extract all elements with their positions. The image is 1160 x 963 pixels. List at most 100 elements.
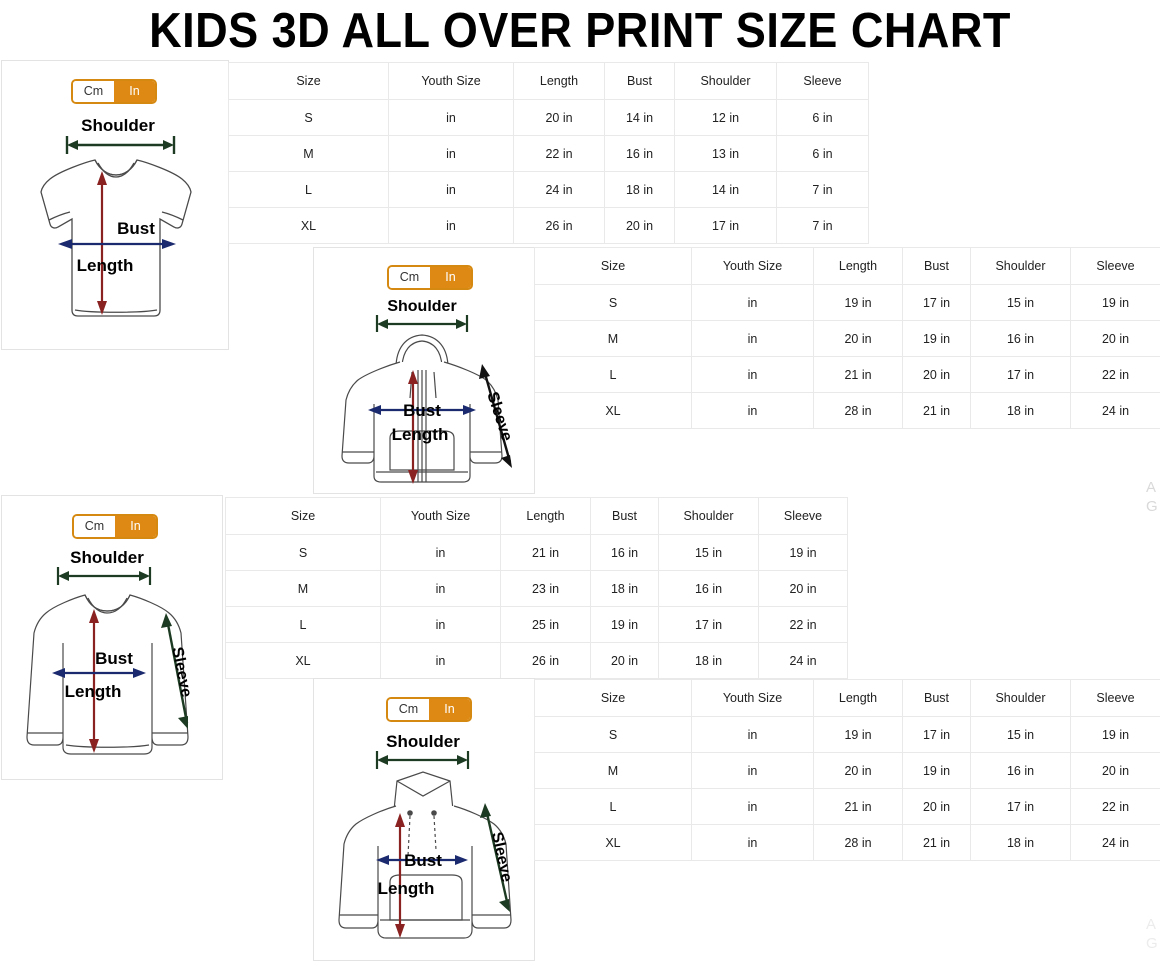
- unit-option-cm[interactable]: Cm: [388, 699, 429, 720]
- cell-youth-size: in: [388, 171, 514, 208]
- cell-bust: 17 in: [902, 716, 971, 753]
- unit-toggle-pullover-hoodie[interactable]: Cm In: [386, 697, 472, 722]
- table-row: L in 24 in 18 in 14 in 7 in: [228, 171, 869, 208]
- label-shoulder: Shoulder: [387, 300, 456, 315]
- cell-shoulder: 17 in: [674, 207, 777, 244]
- cell-shoulder: 15 in: [970, 716, 1071, 753]
- column-header-bust: Bust: [590, 497, 659, 535]
- column-header-size: Size: [534, 679, 692, 717]
- cell-youth-size: in: [691, 788, 814, 825]
- unit-option-cm[interactable]: Cm: [389, 267, 430, 288]
- cell-youth-size: in: [380, 534, 501, 571]
- table-row: S in 20 in 14 in 12 in 6 in: [228, 99, 869, 136]
- cell-shoulder: 12 in: [674, 99, 777, 136]
- cell-length: 25 in: [500, 606, 591, 643]
- table-row: M in 20 in 19 in 16 in 20 in: [534, 320, 1160, 357]
- cell-length: 20 in: [513, 99, 605, 136]
- cell-sleeve: 7 in: [776, 171, 869, 208]
- table-row: M in 20 in 19 in 16 in 20 in: [534, 752, 1160, 789]
- diagram-panel-zip-hoodie: Cm In: [313, 247, 535, 494]
- cell-length: 21 in: [500, 534, 591, 571]
- cell-sleeve: 19 in: [758, 534, 848, 571]
- column-header-bust: Bust: [902, 247, 971, 285]
- unit-option-in[interactable]: In: [430, 267, 471, 288]
- size-table-zip-hoodie: Size Youth Size Length Bust Shoulder Sle…: [534, 247, 1160, 429]
- long-sleeve-diagram: Shoulder Bust Length Sleeve: [26, 551, 195, 755]
- cell-length: 26 in: [500, 642, 591, 679]
- cell-length: 22 in: [513, 135, 605, 172]
- unit-toggle-zip-hoodie[interactable]: Cm In: [387, 265, 473, 290]
- label-shoulder: Shoulder: [81, 116, 155, 135]
- cell-bust: 20 in: [902, 356, 971, 393]
- cell-size: XL: [228, 207, 389, 244]
- table-row: L in 21 in 20 in 17 in 22 in: [534, 788, 1160, 825]
- watermark-fragment-top: A G: [1146, 478, 1158, 516]
- cell-size: XL: [225, 642, 381, 679]
- unit-toggle-t-shirt[interactable]: Cm In: [71, 79, 157, 104]
- cell-youth-size: in: [388, 207, 514, 244]
- label-bust: Bust: [404, 851, 442, 870]
- table-row: S in 21 in 16 in 15 in 19 in: [225, 534, 848, 571]
- diagram-panel-t-shirt: Cm In Shoulder Bust Lengt: [1, 60, 229, 350]
- cell-sleeve: 24 in: [1070, 824, 1160, 861]
- unit-option-cm[interactable]: Cm: [74, 516, 115, 537]
- unit-option-cm[interactable]: Cm: [73, 81, 114, 102]
- unit-option-in[interactable]: In: [115, 516, 156, 537]
- cell-size: S: [534, 284, 692, 321]
- cell-size: S: [225, 534, 381, 571]
- table-row: XL in 26 in 20 in 17 in 7 in: [228, 207, 869, 244]
- table-header-row: Size Youth Size Length Bust Shoulder Sle…: [534, 679, 1160, 717]
- t-shirt-diagram: Shoulder Bust Length: [40, 116, 192, 317]
- cell-shoulder: 17 in: [970, 356, 1071, 393]
- label-shoulder: Shoulder: [386, 734, 460, 751]
- column-header-shoulder: Shoulder: [970, 247, 1071, 285]
- cell-sleeve: 7 in: [776, 207, 869, 244]
- cell-sleeve: 19 in: [1070, 716, 1160, 753]
- cell-size: M: [228, 135, 389, 172]
- cell-length: 26 in: [513, 207, 605, 244]
- cell-shoulder: 15 in: [658, 534, 759, 571]
- column-header-bust: Bust: [604, 62, 675, 100]
- label-length: Length: [77, 256, 134, 275]
- column-header-sleeve: Sleeve: [1070, 679, 1160, 717]
- cell-youth-size: in: [691, 284, 814, 321]
- cell-sleeve: 20 in: [758, 570, 848, 607]
- column-header-shoulder: Shoulder: [658, 497, 759, 535]
- unit-option-in[interactable]: In: [114, 81, 155, 102]
- cell-length: 20 in: [813, 752, 903, 789]
- cell-youth-size: in: [691, 752, 814, 789]
- cell-length: 21 in: [813, 356, 903, 393]
- cell-bust: 19 in: [590, 606, 659, 643]
- unit-toggle-long-sleeve[interactable]: Cm In: [72, 514, 158, 539]
- column-header-length: Length: [813, 679, 903, 717]
- cell-sleeve: 6 in: [776, 135, 869, 172]
- cell-sleeve: 22 in: [1070, 356, 1160, 393]
- label-length: Length: [392, 425, 449, 444]
- cell-youth-size: in: [691, 320, 814, 357]
- unit-option-in[interactable]: In: [429, 699, 470, 720]
- label-bust: Bust: [403, 401, 441, 420]
- column-header-shoulder: Shoulder: [674, 62, 777, 100]
- cell-size: XL: [534, 392, 692, 429]
- cell-youth-size: in: [380, 570, 501, 607]
- cell-shoulder: 13 in: [674, 135, 777, 172]
- cell-length: 19 in: [813, 284, 903, 321]
- column-header-youth-size: Youth Size: [691, 247, 814, 285]
- cell-youth-size: in: [388, 135, 514, 172]
- column-header-youth-size: Youth Size: [691, 679, 814, 717]
- watermark-line: A: [1146, 479, 1157, 496]
- cell-bust: 20 in: [902, 788, 971, 825]
- cell-shoulder: 16 in: [970, 320, 1071, 357]
- cell-length: 28 in: [813, 392, 903, 429]
- cell-sleeve: 22 in: [758, 606, 848, 643]
- cell-length: 20 in: [813, 320, 903, 357]
- cell-length: 28 in: [813, 824, 903, 861]
- page-title: KIDS 3D ALL OVER PRINT SIZE CHART: [149, 4, 1011, 58]
- table-row: S in 19 in 17 in 15 in 19 in: [534, 284, 1160, 321]
- cell-length: 24 in: [513, 171, 605, 208]
- table-header-row: Size Youth Size Length Bust Shoulder Sle…: [225, 497, 848, 535]
- cell-size: L: [228, 171, 389, 208]
- table-row: M in 22 in 16 in 13 in 6 in: [228, 135, 869, 172]
- table-header-row: Size Youth Size Length Bust Shoulder Sle…: [228, 62, 869, 100]
- column-header-size: Size: [534, 247, 692, 285]
